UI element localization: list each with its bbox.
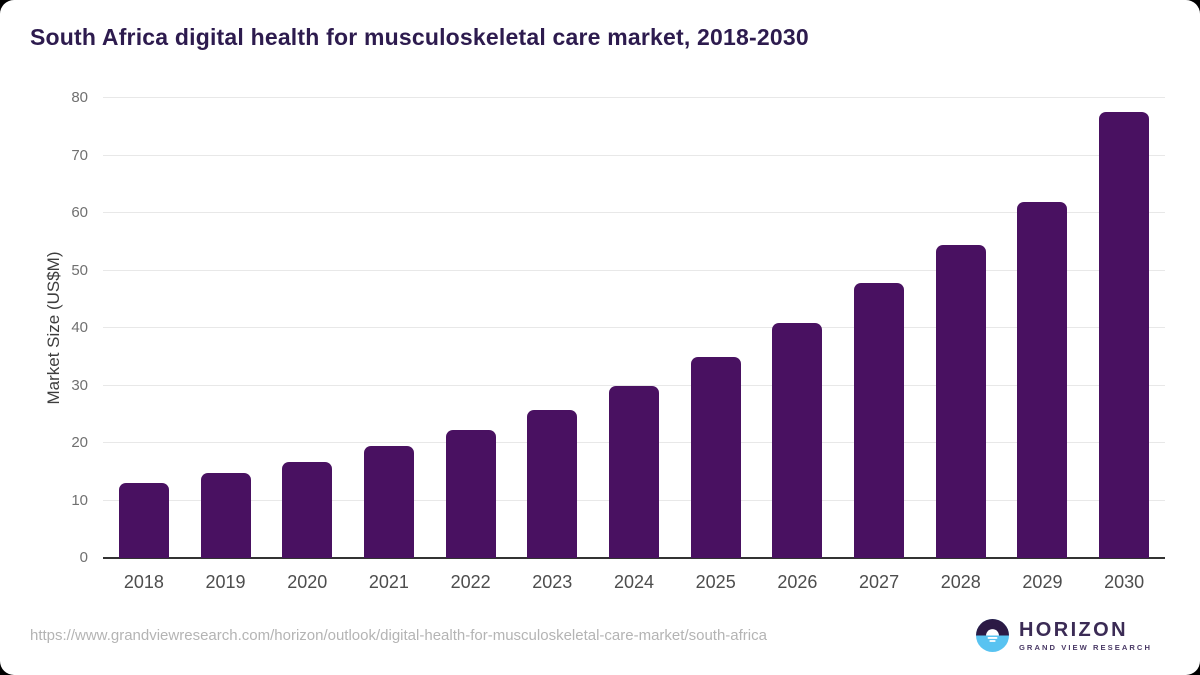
bar-2030	[1099, 112, 1150, 558]
y-axis-ticks: 0 10 20 30 40 50 60 70 80	[0, 89, 88, 566]
x-tick-label-2023: 2023	[532, 572, 573, 592]
x-tick-label-2019: 2019	[205, 572, 246, 592]
bar-2018	[118, 482, 169, 558]
gridline-60	[103, 212, 1165, 213]
x-axis-line	[103, 557, 1165, 559]
x-tick-label-2030: 2030	[1104, 572, 1145, 592]
x-tick-label-2022: 2022	[450, 572, 491, 592]
horizon-logo: HORIZON GRAND VIEW RESEARCH	[975, 619, 1152, 652]
gridline-70	[103, 154, 1165, 156]
x-tick-label-2029: 2029	[1022, 572, 1063, 592]
gridline-50	[103, 269, 1165, 271]
bar-2025	[690, 357, 741, 558]
bar-2019	[200, 473, 251, 558]
bar-2024	[609, 385, 659, 558]
x-tick-label-2028: 2028	[940, 572, 981, 592]
x-tick-label-2027: 2027	[859, 572, 900, 592]
gridline-80	[103, 97, 1165, 98]
y-tick-label-40: 40	[71, 319, 88, 336]
y-tick-label-70: 70	[71, 146, 88, 164]
bar-2026	[772, 323, 823, 558]
gridline-30	[103, 384, 1165, 386]
bar-2028	[935, 244, 986, 558]
x-tick-label-2024: 2024	[613, 572, 654, 592]
y-tick-label-60: 60	[71, 204, 88, 221]
y-tick-label-50: 50	[71, 261, 88, 279]
horizon-logo-icon	[975, 619, 1009, 652]
bar-2027	[854, 282, 905, 558]
y-tick-label-80: 80	[71, 89, 88, 106]
y-tick-label-0: 0	[79, 549, 88, 566]
bar-2022	[445, 429, 496, 558]
chart-title: South Africa digital health for musculos…	[30, 24, 809, 50]
gridline-40	[103, 327, 1165, 328]
logo-brand: HORIZON	[1018, 618, 1128, 641]
bar-2023	[527, 409, 578, 558]
logo-subtext: GRAND VIEW RESEARCH	[1018, 642, 1152, 652]
y-tick-label-10: 10	[71, 491, 88, 509]
x-tick-label-2021: 2021	[368, 572, 409, 592]
y-tick-label-30: 30	[71, 376, 88, 394]
horizon-logo-text: HORIZON GRAND VIEW RESEARCH	[1019, 620, 1152, 652]
x-tick-label-2018: 2018	[123, 572, 164, 592]
bar-2021	[363, 446, 414, 558]
y-tick-label-20: 20	[71, 434, 88, 451]
plot-area: 2018 2019 2020 2021 2022 2023 2024 2025 2026 2027…	[103, 97, 1165, 592]
x-tick-label-2025: 2025	[695, 572, 736, 592]
x-tick-label-2020: 2020	[287, 572, 328, 592]
bar-2020	[282, 461, 333, 558]
bar-2029	[1017, 201, 1068, 558]
x-tick-label-2026: 2026	[777, 572, 818, 592]
source-url: https://www.grandviewresearch.com/horizo…	[30, 627, 767, 644]
